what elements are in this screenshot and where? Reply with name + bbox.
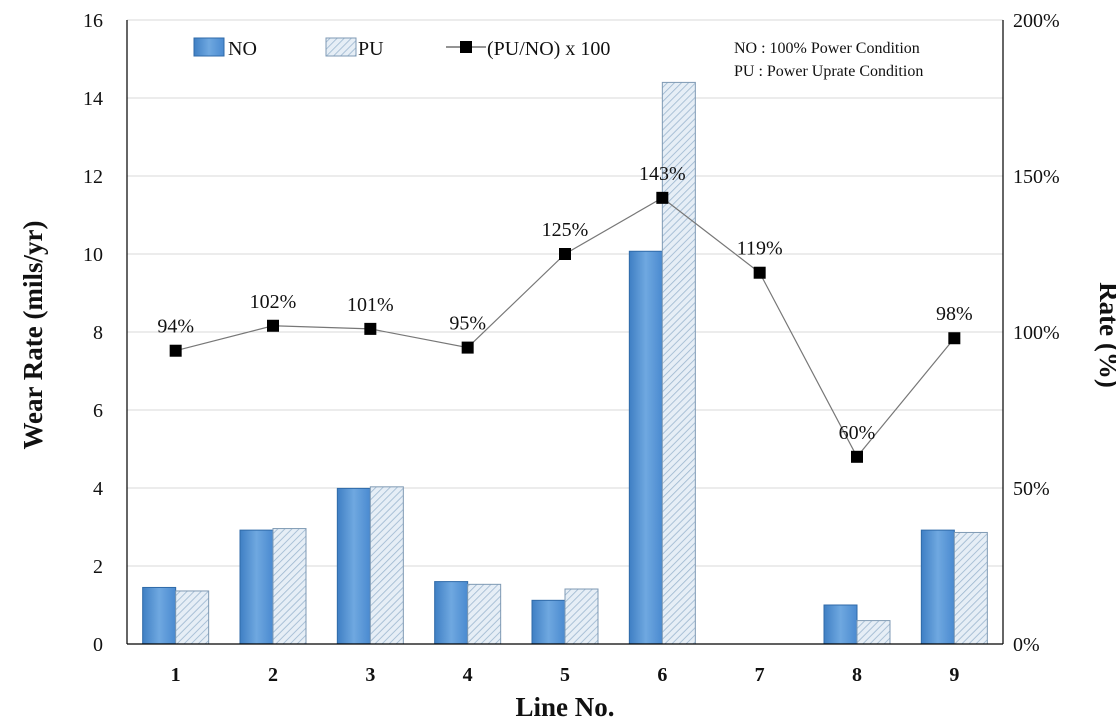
- legend-label-pu: PU: [358, 38, 384, 60]
- y-tick-label: 4: [93, 478, 103, 500]
- legend: NO PU (PU/NO) x 100: [193, 37, 610, 60]
- x-tick-label-1: 1: [171, 664, 181, 686]
- y2-tick-label: 50%: [1013, 478, 1050, 500]
- data-labels: 94% 102% 101% 95% 125% 143% 119% 60% 98%: [157, 163, 972, 444]
- ratio-label-5: 125%: [542, 219, 589, 241]
- ratio-marker-9: [948, 332, 961, 345]
- ratio-marker-5: [559, 248, 571, 260]
- ratio-label-7: 119%: [737, 238, 783, 260]
- y-tick-label: 6: [93, 400, 103, 422]
- bar-pu-3: [369, 486, 404, 645]
- x-tick-label-7: 7: [755, 664, 765, 686]
- note-pu: PU : Power Uprate Condition: [734, 63, 923, 80]
- legend-label-ratio: (PU/NO) x 100: [487, 38, 610, 60]
- bar-no-3: [336, 487, 371, 645]
- ratio-marker-1: [169, 344, 182, 357]
- y-tick-label: 10: [83, 244, 103, 266]
- ratio-marker-6: [656, 191, 669, 204]
- ratio-marker-2: [267, 319, 279, 332]
- bar-no-9: [920, 529, 955, 645]
- bar-pu-6: [661, 81, 696, 645]
- ratio-label-9: 98%: [936, 303, 973, 325]
- ratio-label-2: 102%: [250, 291, 297, 313]
- x-tick-label-4: 4: [463, 664, 473, 686]
- y-axis-title: Wear Rate (mils/yr): [18, 221, 48, 450]
- y-axis-ticks: 0 2 4 6 8 10 12 14 16: [83, 10, 103, 656]
- bar-pu-4: [467, 583, 502, 645]
- x-tick-label-6: 6: [657, 664, 667, 686]
- bar-pu-2: [272, 528, 307, 645]
- y2-axis-ticks: 0% 50% 100% 150% 200%: [1013, 10, 1060, 656]
- y2-tick-label: 100%: [1013, 322, 1060, 344]
- x-axis-title: Line No.: [515, 692, 614, 721]
- legend-label-no: NO: [228, 38, 257, 60]
- ratio-marker-3: [364, 322, 377, 335]
- ratio-line: [169, 191, 961, 463]
- bar-no-4: [434, 581, 469, 645]
- x-tick-label-3: 3: [365, 664, 375, 686]
- ratio-marker-7: [753, 266, 766, 279]
- bar-pu-8: [856, 620, 891, 645]
- ratio-label-1: 94%: [157, 316, 194, 338]
- bar-no-5: [531, 599, 566, 645]
- x-tick-label-8: 8: [852, 664, 862, 686]
- legend-swatch-pu: [325, 37, 357, 57]
- bar-pu-5: [564, 588, 599, 645]
- y-tick-label: 16: [83, 10, 103, 32]
- bars: [142, 81, 988, 645]
- y-tick-label: 8: [93, 322, 103, 344]
- ratio-label-8: 60%: [839, 422, 876, 444]
- note-no: NO : 100% Power Condition: [734, 40, 920, 57]
- y-tick-label: 0: [93, 634, 103, 656]
- legend-swatch-no: [193, 37, 225, 57]
- ratio-label-4: 95%: [449, 313, 486, 335]
- x-tick-label-9: 9: [949, 664, 959, 686]
- x-axis-ticks: 1 2 3 4 5 6 7 8 9: [171, 664, 960, 686]
- axes: [126, 20, 1004, 645]
- bar-no-1: [142, 586, 177, 645]
- y2-tick-label: 0%: [1013, 634, 1040, 656]
- x-tick-label-2: 2: [268, 664, 278, 686]
- x-tick-label-5: 5: [560, 664, 570, 686]
- y-tick-label: 14: [83, 88, 103, 110]
- y-tick-label: 2: [93, 556, 103, 578]
- bar-no-2: [239, 529, 274, 645]
- bar-pu-1: [175, 590, 210, 645]
- bar-no-6: [628, 250, 663, 645]
- ratio-marker-4: [461, 341, 474, 354]
- ratio-marker-8: [851, 450, 863, 463]
- bar-pu-9: [953, 531, 988, 645]
- bar-no-8: [823, 604, 858, 645]
- y2-tick-label: 150%: [1013, 166, 1060, 188]
- ratio-label-3: 101%: [347, 294, 394, 316]
- y2-tick-label: 200%: [1013, 10, 1060, 32]
- y-tick-label: 12: [83, 166, 103, 188]
- y2-axis-title: Rate (%): [1094, 282, 1116, 388]
- legend-marker-ratio: [460, 41, 472, 53]
- ratio-label-6: 143%: [639, 163, 686, 185]
